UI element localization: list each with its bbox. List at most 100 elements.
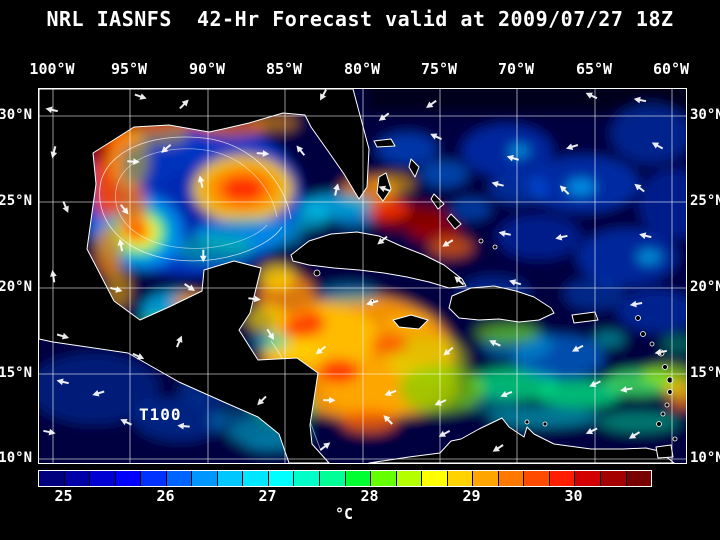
land-jamaica xyxy=(392,314,429,330)
wind-arrow-icon xyxy=(571,344,584,352)
wind-arrow-icon xyxy=(45,106,58,114)
wind-arrow-icon xyxy=(491,180,504,188)
map-graphic xyxy=(39,89,686,463)
wind-arrow-icon xyxy=(257,395,267,406)
wind-arrow-icon xyxy=(426,99,437,109)
colorbar-cell xyxy=(166,471,193,486)
wind-arrow-icon xyxy=(62,201,69,213)
colorbar-cell xyxy=(601,471,627,486)
colorbar-cell xyxy=(268,471,295,486)
wind-arrow-icon xyxy=(384,389,397,397)
longitude-axis: 100°W 95°W 90°W 85°W 80°W 75°W 70°W 65°W 60°W xyxy=(29,60,689,80)
wind-arrow-icon xyxy=(366,299,379,306)
latitude-tick-label: 10°N xyxy=(690,450,720,466)
longitude-tick-label: 80°W xyxy=(343,60,381,78)
wind-arrow-icon xyxy=(506,154,519,162)
colorbar-tick-label: 27 xyxy=(258,487,277,505)
wind-arrow-icon xyxy=(378,112,390,121)
colorbar-cell xyxy=(498,471,525,486)
wind-arrow-icon xyxy=(654,348,667,356)
colorbar-cell xyxy=(524,471,550,486)
latitude-tick-label: 10°N xyxy=(0,450,32,466)
wind-arrow-icon xyxy=(320,89,327,101)
colorbar-cell xyxy=(320,471,346,486)
wind-arrow-icon xyxy=(199,249,207,263)
longitude-tick-label: 65°W xyxy=(575,60,613,78)
colorbar-tick-label: 25 xyxy=(54,487,73,505)
wind-arrow-icon xyxy=(585,92,598,100)
wind-arrow-icon xyxy=(628,431,641,439)
grid-layer xyxy=(39,89,686,463)
latitude-tick-label: 30°N xyxy=(690,107,720,123)
wind-arrow-icon xyxy=(629,300,643,308)
latitude-tick-label: 25°N xyxy=(690,193,720,209)
latitude-tick-label: 30°N xyxy=(0,107,32,123)
wind-arrow-icon xyxy=(56,332,70,340)
wind-arrow-icon xyxy=(319,442,331,451)
wind-arrow-icon xyxy=(498,230,511,237)
colorbar-tick-label: 29 xyxy=(462,487,481,505)
latitude-axis-left: 30°N 25°N 20°N 15°N 10°N xyxy=(0,88,35,466)
wind-arrow-icon xyxy=(500,390,513,398)
wind-arrow-icon xyxy=(492,444,504,452)
land-puerto-rico xyxy=(571,311,599,324)
wind-arrow-icon xyxy=(248,295,261,303)
wind-arrow-icon xyxy=(266,328,275,341)
wind-arrow-icon xyxy=(634,183,645,193)
wind-arrow-icon xyxy=(110,286,123,293)
wind-arrow-icon xyxy=(565,143,579,151)
wind-arrow-icon xyxy=(443,346,454,356)
longitude-tick-label: 75°W xyxy=(420,60,458,78)
wind-arrow-icon xyxy=(56,378,69,386)
map-canvas: T100 xyxy=(38,88,687,464)
wind-arrow-icon xyxy=(161,143,172,153)
wind-arrow-icon xyxy=(296,145,306,156)
latitude-tick-label: 20°N xyxy=(0,279,32,295)
land-north-central-america xyxy=(39,89,370,463)
colorbar-cell xyxy=(115,471,142,486)
wind-arrow-icon xyxy=(559,185,570,195)
land-south-america xyxy=(368,417,675,463)
colorbar-tick-label: 26 xyxy=(156,487,175,505)
colorbar-cell xyxy=(447,471,474,486)
wind-arrow-icon xyxy=(134,93,147,100)
colorbar-cell xyxy=(90,471,116,486)
wind-arrow-icon xyxy=(117,238,125,252)
wind-arrow-icon xyxy=(430,133,442,141)
wind-arrow-icon xyxy=(378,185,391,193)
colorbar-cell xyxy=(294,471,321,486)
colorbar-cell xyxy=(371,471,397,486)
wind-arrow-icon xyxy=(585,427,598,435)
colorbar-cell xyxy=(473,471,499,486)
wind-arrow-icon xyxy=(438,430,451,437)
wind-arrow-icon xyxy=(315,345,327,355)
model-run-label: T100 xyxy=(139,405,182,424)
temperature-colorbar xyxy=(38,470,652,487)
wind-arrow-icon xyxy=(43,428,56,436)
wind-arrow-icon xyxy=(179,99,189,110)
colorbar-cell xyxy=(39,471,65,486)
wind-arrow-icon xyxy=(589,380,601,388)
colorbar-cell xyxy=(141,471,167,486)
land-hispaniola xyxy=(448,285,555,323)
wind-arrow-icon xyxy=(442,239,454,247)
longitude-tick-label: 95°W xyxy=(110,60,148,78)
wind-arrow-icon xyxy=(489,340,501,347)
wind-arrow-icon xyxy=(120,204,129,215)
land-cuba xyxy=(290,231,467,289)
colorbar-cell xyxy=(345,471,372,486)
land-trinidad xyxy=(655,444,674,459)
wind-arrow-icon xyxy=(92,390,105,397)
wind-arrow-icon xyxy=(50,146,58,159)
wind-arrow-icon xyxy=(177,422,190,430)
wind-arrow-icon xyxy=(184,283,195,291)
latitude-tick-label: 15°N xyxy=(690,365,720,381)
colorbar-cell xyxy=(217,471,244,486)
colorbar-tick-label: 30 xyxy=(564,487,583,505)
land-bahamas xyxy=(408,158,420,178)
colorbar-cell xyxy=(422,471,448,486)
land-bahamas xyxy=(430,193,445,210)
latitude-tick-label: 25°N xyxy=(0,193,32,209)
colorbar-cell xyxy=(549,471,576,486)
